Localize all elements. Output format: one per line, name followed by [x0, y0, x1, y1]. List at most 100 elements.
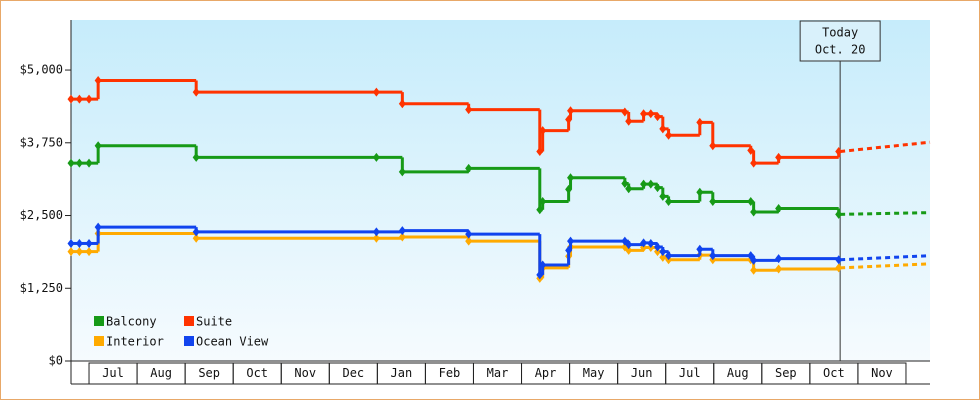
point — [67, 247, 75, 257]
point — [835, 209, 843, 219]
point — [94, 141, 102, 151]
point — [398, 99, 406, 109]
point — [75, 247, 83, 257]
point — [640, 109, 648, 119]
legend-label: Suite — [196, 315, 232, 329]
point — [835, 147, 843, 157]
point — [747, 251, 755, 261]
x-tick-label: Jan — [391, 366, 413, 380]
y-tick-label: $1,250 — [20, 281, 63, 295]
point — [398, 167, 406, 177]
point — [567, 236, 575, 246]
point — [567, 173, 575, 183]
point — [647, 109, 655, 119]
x-tick-cell — [857, 362, 907, 385]
point — [372, 152, 380, 162]
plot-area — [71, 20, 930, 361]
x-tick-label: Sep — [198, 366, 220, 380]
step-line — [400, 235, 469, 239]
point — [85, 94, 93, 104]
step-line — [777, 257, 839, 261]
point — [85, 158, 93, 168]
forecast-line — [840, 254, 931, 262]
point — [539, 260, 547, 270]
point — [654, 183, 662, 193]
point — [696, 244, 704, 254]
y-tick-label: $0 — [49, 354, 63, 368]
point — [647, 179, 655, 189]
today-label: Today — [822, 26, 858, 40]
point — [372, 233, 380, 243]
x-tick-label: Feb — [439, 366, 461, 380]
point — [465, 236, 473, 246]
x-tick-label: Oct — [246, 366, 268, 380]
point — [192, 227, 200, 237]
point — [85, 247, 93, 257]
point — [75, 238, 83, 248]
point — [625, 116, 633, 126]
x-tick-label: Dec — [342, 366, 364, 380]
point — [567, 106, 575, 116]
point — [398, 232, 406, 242]
x-tick-label: Oct — [823, 366, 845, 380]
point — [192, 152, 200, 162]
point — [835, 263, 843, 273]
legend-label: Interior — [106, 335, 164, 349]
legend-swatch — [94, 316, 104, 326]
point — [696, 187, 704, 197]
point — [750, 207, 758, 217]
point — [94, 222, 102, 232]
x-tick-label: Jul — [679, 366, 701, 380]
point — [659, 124, 667, 134]
point — [640, 238, 648, 248]
x-tick-label: Aug — [727, 366, 749, 380]
point — [621, 179, 629, 189]
point — [75, 158, 83, 168]
point — [665, 130, 673, 140]
point — [750, 265, 758, 275]
today-box — [799, 20, 881, 62]
forecast-line — [840, 262, 931, 270]
point — [709, 141, 717, 151]
point — [465, 229, 473, 239]
point — [625, 184, 633, 194]
point — [835, 255, 843, 265]
x-tick-label: Sep — [775, 366, 797, 380]
point — [659, 247, 667, 257]
point — [625, 245, 633, 255]
point — [67, 94, 75, 104]
point — [654, 242, 662, 252]
point — [665, 251, 673, 261]
point — [192, 87, 200, 97]
point — [192, 233, 200, 243]
x-tick-label: Aug — [150, 366, 172, 380]
x-tick-label: May — [583, 366, 605, 380]
point — [621, 107, 629, 117]
point — [465, 105, 473, 115]
point — [654, 247, 662, 257]
point — [67, 158, 75, 168]
x-tick-label: Apr — [535, 366, 557, 380]
x-tick-label: Jul — [102, 366, 124, 380]
step-line — [777, 267, 839, 271]
point — [67, 238, 75, 248]
point — [775, 264, 783, 274]
point — [654, 112, 662, 122]
point — [372, 87, 380, 97]
point — [398, 226, 406, 236]
point — [647, 238, 655, 248]
x-tick-label: Nov — [294, 366, 316, 380]
today-label: Oct. 20 — [815, 43, 866, 57]
y-tick-label: $2,500 — [20, 208, 63, 222]
y-tick-label: $5,000 — [20, 63, 63, 77]
point — [659, 191, 667, 201]
point — [94, 76, 102, 86]
x-tick-label: Jun — [631, 366, 653, 380]
point — [539, 126, 547, 136]
point — [775, 152, 783, 162]
y-tick-label: $3,750 — [20, 135, 63, 149]
point — [659, 252, 667, 262]
point — [709, 251, 717, 261]
